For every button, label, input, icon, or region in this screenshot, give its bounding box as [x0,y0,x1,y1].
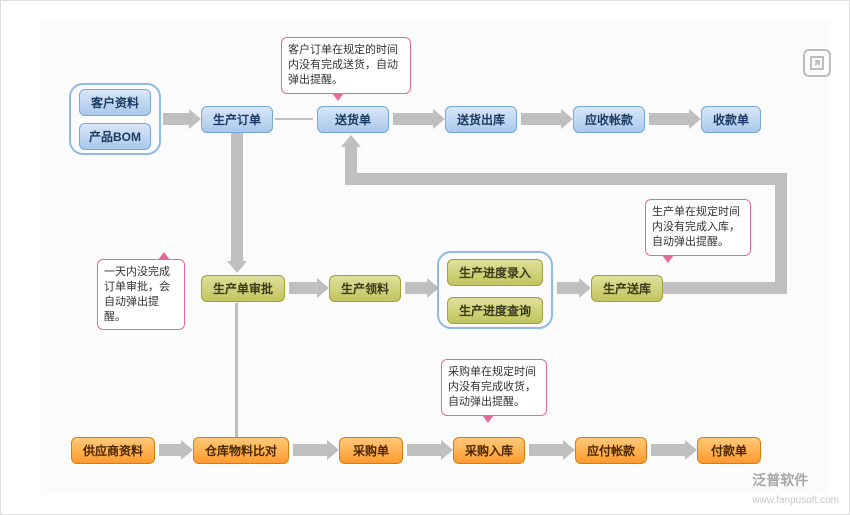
edge [345,173,787,185]
node-payable: 应付帐款 [575,437,647,464]
watermark: 泛普软件 www.fanpusoft.com [752,470,839,506]
callout-text: 客户订单在规定的时间内没有完成送货，自动弹出提醒。 [288,44,398,86]
node-product-bom: 产品BOM [79,123,151,150]
watermark-url: www.fanpusoft.com [752,495,839,506]
arrow [649,113,689,125]
diagram-canvas: 客户资料 产品BOM 生产订单 送货单 送货出库 应收帐款 收款单 客户订单在规… [0,0,850,515]
node-delivery-out: 送货出库 [445,106,517,133]
watermark-brand: 泛普软件 [752,472,808,488]
node-progress-query: 生产进度查询 [447,297,543,324]
callout-text: 一天内没完成订单审批，会自动弹出提醒。 [104,266,170,323]
arrow [293,444,327,456]
edge [663,282,787,294]
node-receipt: 收款单 [701,106,761,133]
node-prod-to-stock: 生产送库 [591,275,663,302]
edge [775,173,787,294]
callout-text: 生产单在规定时间内没有完成入库，自动弹出提醒。 [652,206,740,248]
node-purchase-in: 采购入库 [453,437,525,464]
arrow [529,444,563,456]
node-progress-entry: 生产进度录入 [447,259,543,286]
node-prod-material: 生产领料 [329,275,401,302]
edge-dashed [275,118,313,120]
arrow [407,444,441,456]
node-delivery-note: 送货单 [317,106,389,133]
arrow [345,147,357,175]
node-prod-approval: 生产单审批 [201,275,285,302]
arrow [557,282,579,294]
corner-icon [803,49,831,77]
arrow [163,113,189,125]
arrow [289,282,317,294]
callout-stock: 生产单在规定时间内没有完成入库，自动弹出提醒。 [645,199,751,256]
node-stock-compare: 仓库物料比对 [193,437,289,464]
callout-text: 采购单在规定时间内没有完成收货，自动弹出提醒。 [448,366,536,408]
arrow [405,282,427,294]
node-purchase-order: 采购单 [339,437,403,464]
callout-delivery: 客户订单在规定的时间内没有完成送货，自动弹出提醒。 [281,37,411,94]
node-payment: 付款单 [697,437,761,464]
node-production-order: 生产订单 [201,106,273,133]
node-customer-info: 客户资料 [79,89,151,116]
node-receivable: 应收帐款 [573,106,645,133]
arrow [231,133,243,261]
arrow [651,444,685,456]
arrow [521,113,561,125]
arrow [159,444,181,456]
arrow [393,113,433,125]
callout-approval: 一天内没完成订单审批，会自动弹出提醒。 [97,259,185,330]
callout-purchase: 采购单在规定时间内没有完成收货，自动弹出提醒。 [441,359,547,416]
node-supplier-info: 供应商资料 [71,437,155,464]
edge [235,303,238,437]
